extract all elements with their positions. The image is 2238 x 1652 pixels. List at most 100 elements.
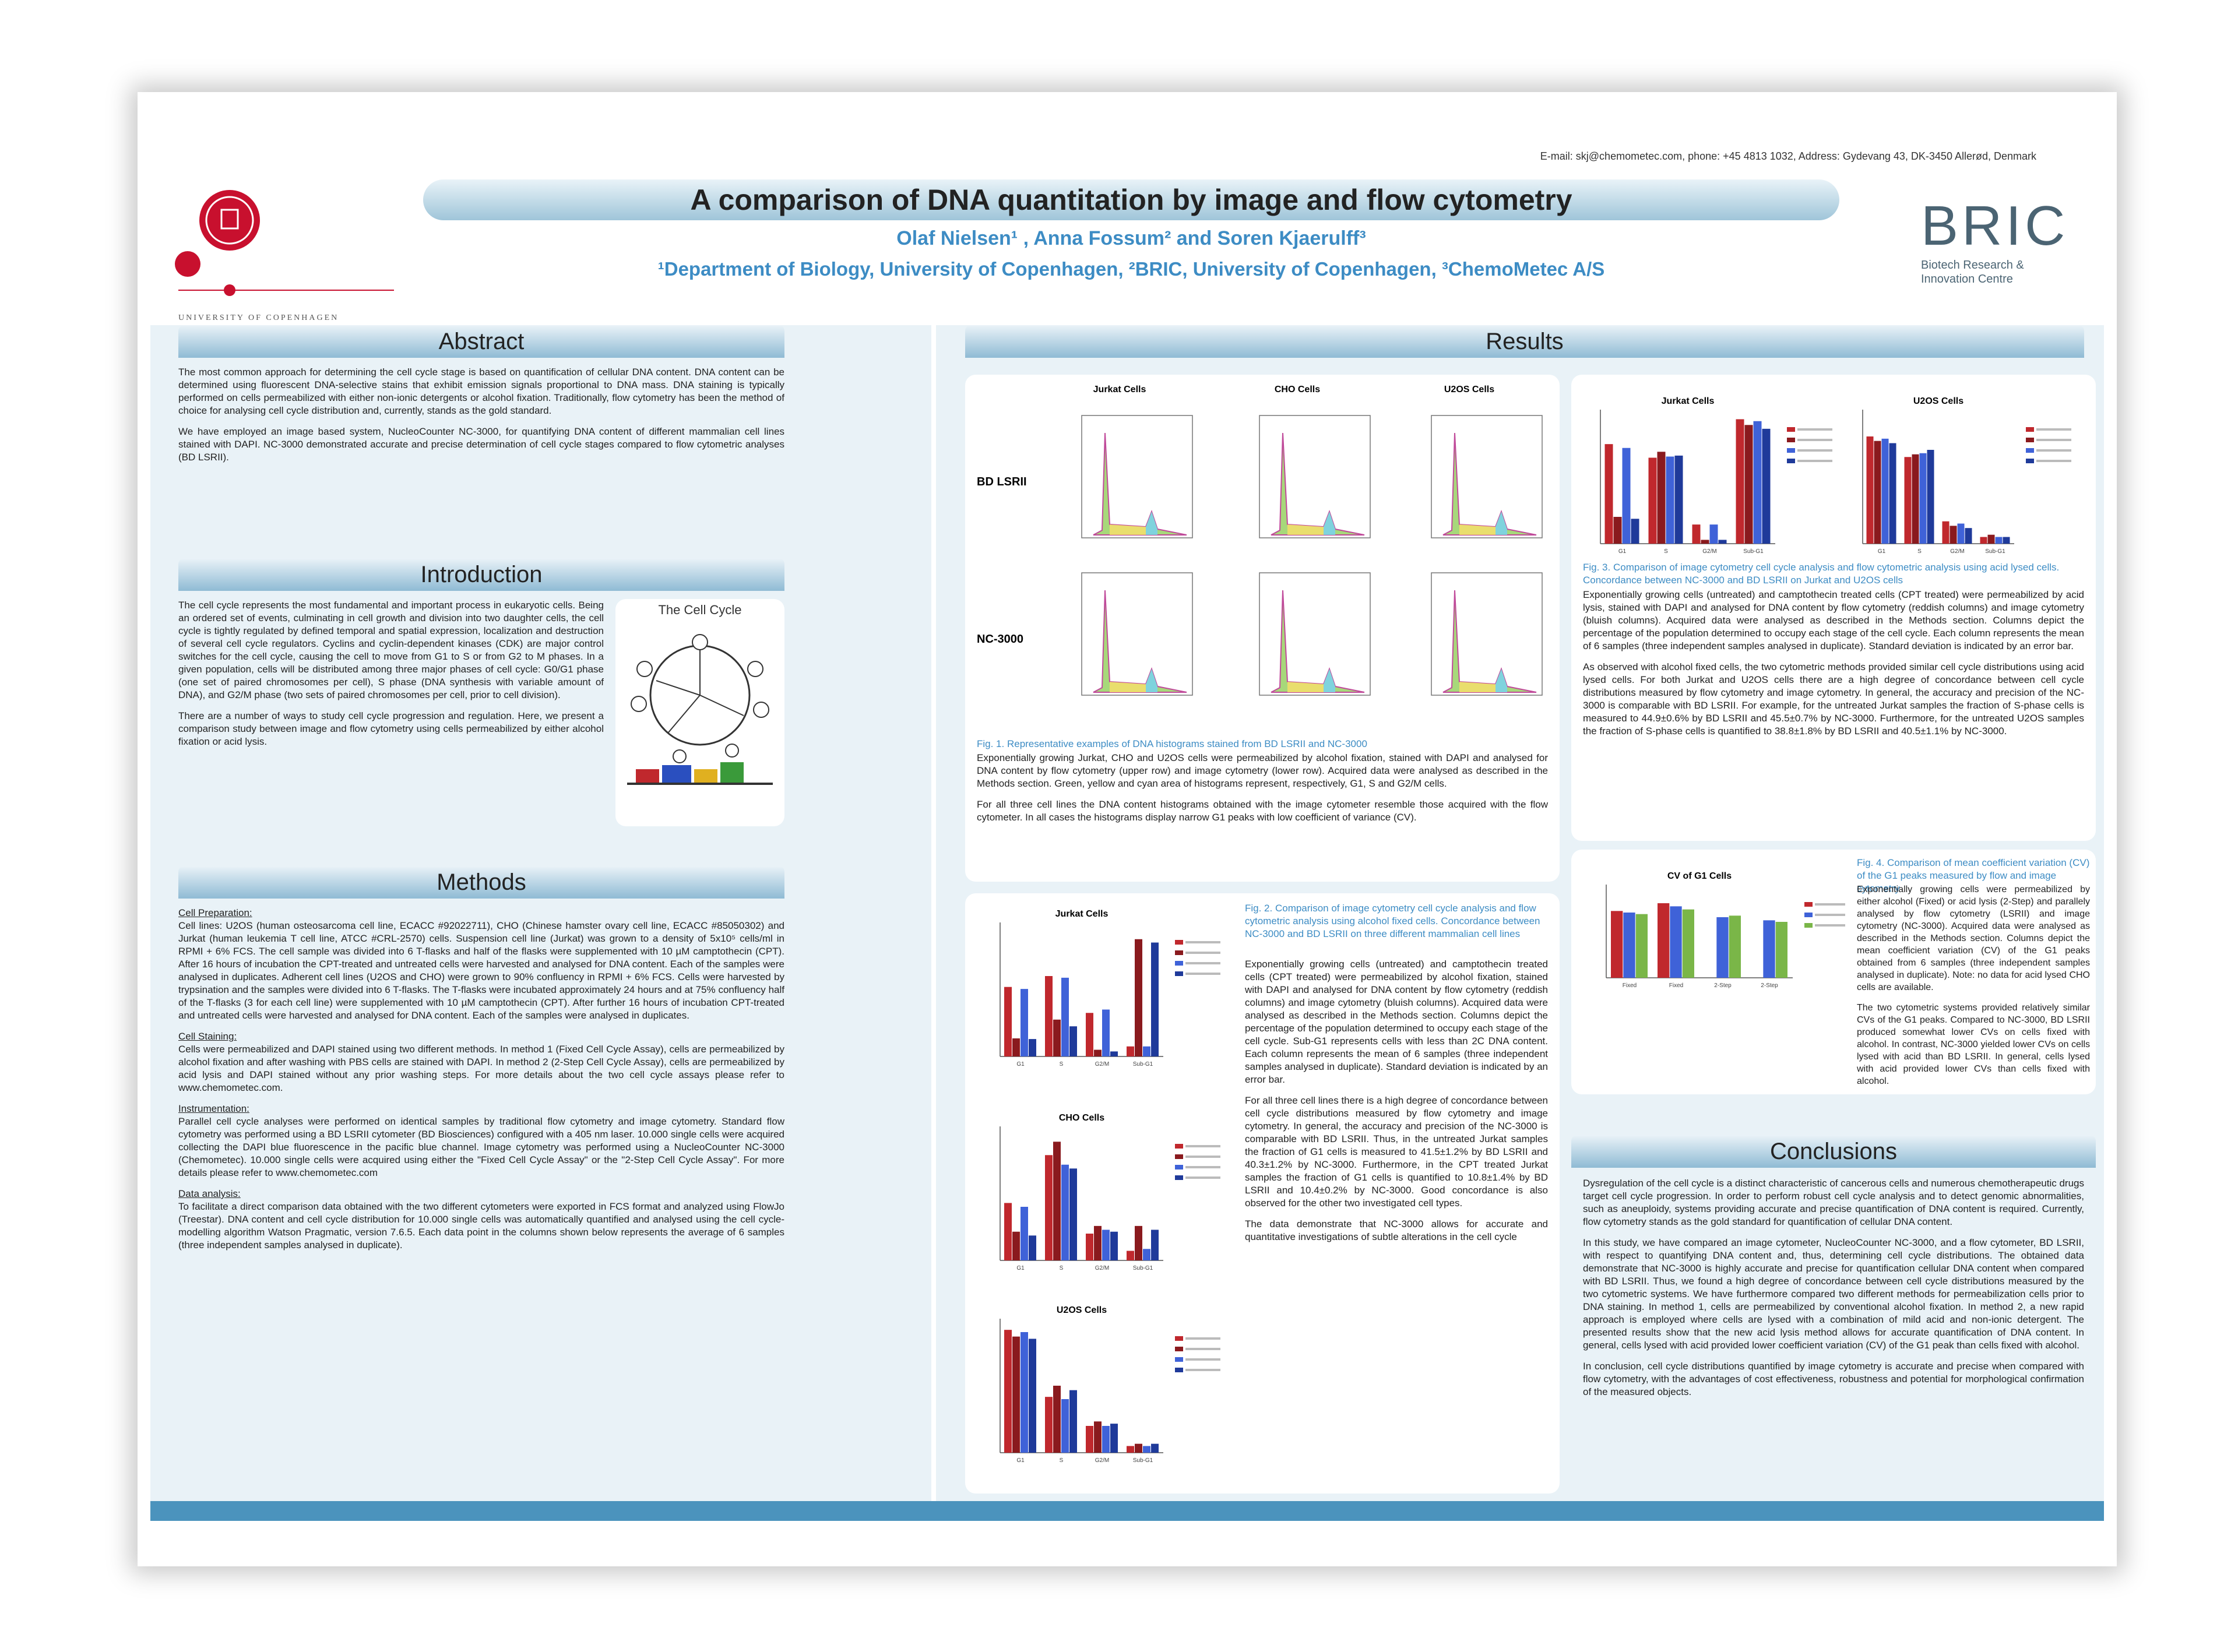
fig4-caption: Exponentially growing cells were permeab… — [1857, 883, 2090, 1096]
legend-entry — [1185, 1177, 1220, 1179]
bar — [1004, 1330, 1012, 1453]
bar — [1069, 1026, 1077, 1056]
legend-entry — [1185, 973, 1220, 975]
bar — [1950, 526, 1957, 544]
fig1-col-title: CHO Cells — [1275, 385, 1320, 394]
bar — [1718, 540, 1727, 544]
legend-swatch — [1175, 1175, 1183, 1180]
bar — [1086, 1013, 1093, 1056]
abstract-p2: We have employed an image based system, … — [178, 426, 784, 463]
introduction-heading: Introduction — [178, 558, 784, 591]
bar — [1069, 1168, 1077, 1260]
bar — [1648, 457, 1657, 544]
x-tick-label: Fixed — [1669, 982, 1683, 989]
bar — [1135, 1443, 1142, 1453]
abstract-p1: The most common approach for determining… — [178, 367, 784, 416]
legend-entry — [2036, 460, 2071, 462]
bar — [1622, 448, 1631, 544]
fig1-histogram-g2m — [1324, 669, 1335, 692]
methods-p3: Parallel cell cycle analyses were perfor… — [178, 1116, 784, 1178]
bar — [1763, 920, 1775, 978]
results-heading: Results — [965, 325, 2084, 358]
fig1-histogram-g2m — [1146, 512, 1157, 535]
legend-entry — [1815, 914, 1845, 916]
legend-swatch — [1175, 1154, 1183, 1159]
fig1-histogram-g2m — [1146, 669, 1157, 692]
methods-heading: Methods — [178, 866, 784, 899]
bar — [1053, 1019, 1061, 1056]
bar — [1670, 906, 1682, 978]
bar — [1110, 1424, 1118, 1453]
introduction-p1: The cell cycle represents the most funda… — [178, 600, 604, 700]
fig1-histogram-s-phase — [1459, 682, 1495, 692]
bar — [1744, 425, 1753, 544]
fig1-row-label: NC-3000 — [977, 633, 1023, 646]
bric-logo-sub2: Innovation Centre — [1921, 273, 2013, 286]
bar — [1061, 1399, 1069, 1453]
bar — [1021, 1332, 1028, 1453]
chart-title: Jurkat Cells — [1662, 396, 1715, 406]
poster: E-mail: skj@chemometec.com, phone: +45 4… — [138, 92, 2117, 1566]
authors: Olaf Nielsen¹ , Anna Fossum² and Soren K… — [896, 227, 1366, 249]
bar — [1611, 911, 1623, 978]
bar — [1682, 909, 1694, 978]
x-tick-label: S — [1917, 548, 1922, 555]
x-tick-label: Sub-G1 — [1743, 548, 1764, 555]
legend-swatch — [1787, 427, 1795, 432]
bar — [1736, 419, 1744, 544]
bric-logo-title: BRIC — [1921, 195, 2069, 257]
fig2-caption-title: Fig. 2. Comparison of image cytometry ce… — [1245, 903, 1540, 939]
legend-swatch — [1804, 923, 1813, 928]
conclusions-text: Dysregulation of the cell cycle is a dis… — [1583, 1177, 2084, 1407]
x-tick-label: G2/M — [1095, 1061, 1109, 1068]
bar — [1919, 453, 1927, 544]
x-tick-label: Fixed — [1623, 982, 1637, 989]
legend-swatch — [2026, 459, 2034, 463]
bar — [1957, 523, 1965, 544]
bar — [1094, 1421, 1102, 1453]
bar — [1135, 939, 1142, 1056]
fig1-histograms: Jurkat Cells CHO Cells U2OS Cells BD LSRII N… — [977, 385, 1543, 696]
chart-title: U2OS Cells — [1057, 1305, 1107, 1315]
fig1-histogram-s-phase — [1110, 682, 1146, 692]
bar — [1029, 1235, 1036, 1260]
bar — [1135, 1225, 1142, 1260]
abstract-text: The most common approach for determining… — [178, 366, 784, 472]
legend-swatch — [2026, 448, 2034, 453]
x-tick-label: 2-Step — [1714, 982, 1732, 989]
introduction-text: The cell cycle represents the most funda… — [178, 599, 604, 756]
bar — [1053, 1386, 1061, 1453]
bar — [1692, 524, 1701, 544]
x-tick-label: G1 — [1618, 548, 1627, 555]
legend-swatch — [1175, 1336, 1183, 1341]
bar — [1045, 976, 1053, 1056]
bar — [1045, 1155, 1053, 1260]
fig1-histogram-frame — [1081, 415, 1193, 538]
bar — [1094, 1049, 1102, 1056]
fig1-histogram-s-phase — [1287, 524, 1324, 535]
chart-title: U2OS Cells — [1913, 396, 1963, 406]
bar — [1674, 455, 1683, 544]
fig1-histogram-g2m — [1324, 512, 1335, 535]
fig2-caption-text: Exponentially growing cells (untreated) … — [1245, 959, 1548, 1085]
fig3-charts: Jurkat Cells G1 S G2/M Sub-G1 U2OS Cells G1 S G2… — [1600, 396, 2071, 555]
fig1-histogram-g2m — [1495, 669, 1507, 692]
cell-cycle-figure-title: The Cell Cycle — [658, 603, 742, 617]
bar — [1127, 1251, 1134, 1260]
legend-swatch — [1787, 448, 1795, 453]
bar — [1623, 913, 1635, 978]
fig4-chart: CV of G1 Cells Fixed Fixed 2-Step 2-Step — [1606, 871, 1845, 989]
x-tick-label: Sub-G1 — [1133, 1457, 1153, 1464]
bar — [1701, 540, 1709, 544]
bar — [1874, 441, 1881, 544]
poster-title: A comparison of DNA quantitation by imag… — [690, 184, 1572, 216]
bar — [1889, 443, 1896, 544]
fig1-histogram-s-phase — [1110, 524, 1146, 535]
bar — [1094, 1225, 1102, 1260]
bar — [1029, 1338, 1036, 1453]
legend-entry — [1797, 428, 1832, 431]
fig1-caption-title: Fig. 1. Representative examples of DNA h… — [977, 738, 1367, 749]
x-tick-label: Sub-G1 — [1133, 1061, 1153, 1068]
bar — [1729, 915, 1741, 978]
bar — [1666, 456, 1674, 544]
